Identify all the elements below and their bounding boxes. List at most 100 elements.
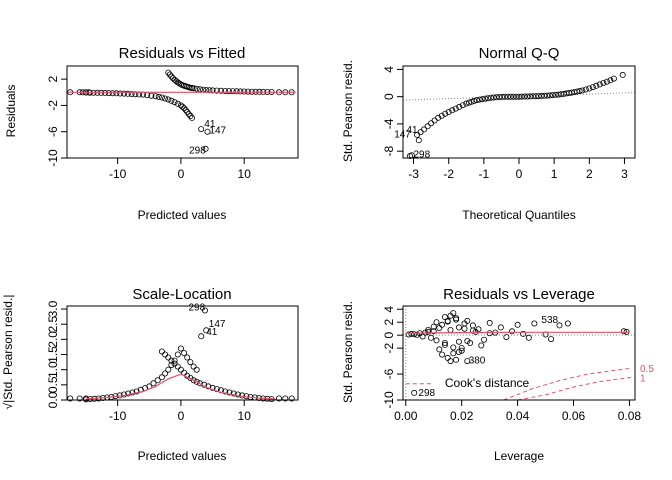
data-point (497, 324, 504, 331)
data-point (113, 90, 120, 97)
x-tick-label: 0.04 (506, 409, 530, 423)
data-point (471, 97, 478, 104)
data-point (514, 321, 521, 328)
y-tick-label: 2 (382, 319, 396, 326)
data-point (128, 91, 135, 98)
data-point (217, 87, 224, 94)
data-point (411, 331, 418, 338)
data-point (518, 93, 525, 100)
y-tick-label: 3.0 (46, 300, 60, 317)
data-point (162, 370, 169, 377)
x-tick-label: 0 (178, 167, 185, 181)
y-tick-label: 0 (382, 332, 396, 339)
point-label: 298 (418, 388, 435, 399)
point-label: 41 (204, 119, 216, 130)
data-point (620, 328, 627, 335)
x-axis-label: Theoretical Quantiles (462, 208, 575, 222)
data-point (174, 100, 181, 107)
cooks-distance-label: 0.5 (640, 364, 654, 375)
data-point (162, 351, 169, 358)
data-point (564, 320, 571, 327)
data-point (499, 93, 506, 100)
data-point (203, 327, 210, 334)
cooks-distance-curve (503, 367, 633, 401)
data-point (456, 103, 463, 110)
data-point (600, 80, 607, 87)
data-point (476, 96, 483, 103)
data-point (415, 137, 422, 144)
data-point (168, 362, 175, 369)
point-label: 41 (206, 327, 218, 338)
data-point (150, 380, 157, 387)
x-axis-label: Predicted values (138, 208, 227, 222)
data-point (461, 320, 468, 327)
data-point (490, 94, 497, 101)
data-point (450, 350, 457, 357)
y-axis-label: √|Std. Pearson resid.| (1, 295, 15, 410)
data-point (171, 357, 178, 364)
data-point (610, 75, 617, 82)
panel-residuals-vs-fitted: Residuals vs Fitted Predicted values Res… (4, 45, 299, 222)
data-point (213, 386, 220, 393)
y-axis-label: Std. Pearson resid. (341, 60, 355, 162)
data-point (419, 333, 426, 340)
y-tick-label: -2 (46, 100, 60, 111)
data-point (458, 345, 465, 352)
x-tick-label: 3 (621, 167, 628, 181)
data-point (190, 85, 197, 92)
data-point (209, 384, 216, 391)
data-point (449, 107, 456, 114)
data-point (229, 88, 236, 95)
data-point (510, 93, 517, 100)
y-tick-label: -8 (382, 146, 396, 157)
x-tick-label: 10 (238, 167, 252, 181)
point-label: 298 (189, 303, 206, 314)
data-point (501, 93, 508, 100)
x-tick-label: 0.08 (618, 409, 642, 423)
data-point (171, 99, 178, 106)
data-point (275, 395, 282, 402)
data-point (433, 337, 440, 344)
data-point (222, 388, 229, 395)
data-point (424, 123, 431, 130)
panel-title: Residuals vs Fitted (119, 45, 246, 62)
data-point (516, 93, 523, 100)
data-point (152, 93, 159, 100)
data-point (181, 105, 188, 112)
x-tick-label: -3 (408, 167, 419, 181)
data-point (165, 96, 172, 103)
x-axis-label: Predicted values (138, 449, 227, 463)
data-point (185, 111, 192, 118)
data-point (444, 317, 451, 324)
data-point (465, 99, 472, 106)
x-tick-label: -10 (109, 409, 127, 423)
cooks-distance-legend: Cook's distance (445, 376, 530, 390)
data-point (548, 336, 555, 343)
data-point (463, 100, 470, 107)
data-point (248, 88, 255, 95)
data-point (222, 88, 229, 95)
data-point (176, 80, 183, 87)
data-point (190, 363, 197, 370)
data-point (198, 126, 205, 133)
data-point (190, 377, 197, 384)
data-point (582, 86, 589, 93)
data-point (576, 88, 583, 95)
data-point (282, 395, 289, 402)
data-point (421, 126, 428, 133)
data-point (468, 98, 475, 105)
data-point (158, 374, 165, 381)
data-point (76, 395, 83, 402)
data-point (198, 333, 205, 340)
x-tick-label: 0.00 (394, 409, 418, 423)
data-point (586, 85, 593, 92)
data-point (182, 107, 189, 114)
y-tick-label: 0 (382, 93, 396, 100)
data-point (213, 87, 220, 94)
data-point (520, 330, 527, 337)
data-point (472, 328, 479, 335)
y-tick-label: -6 (46, 126, 60, 137)
data-point (196, 380, 203, 387)
point-label: 147 (209, 319, 226, 330)
